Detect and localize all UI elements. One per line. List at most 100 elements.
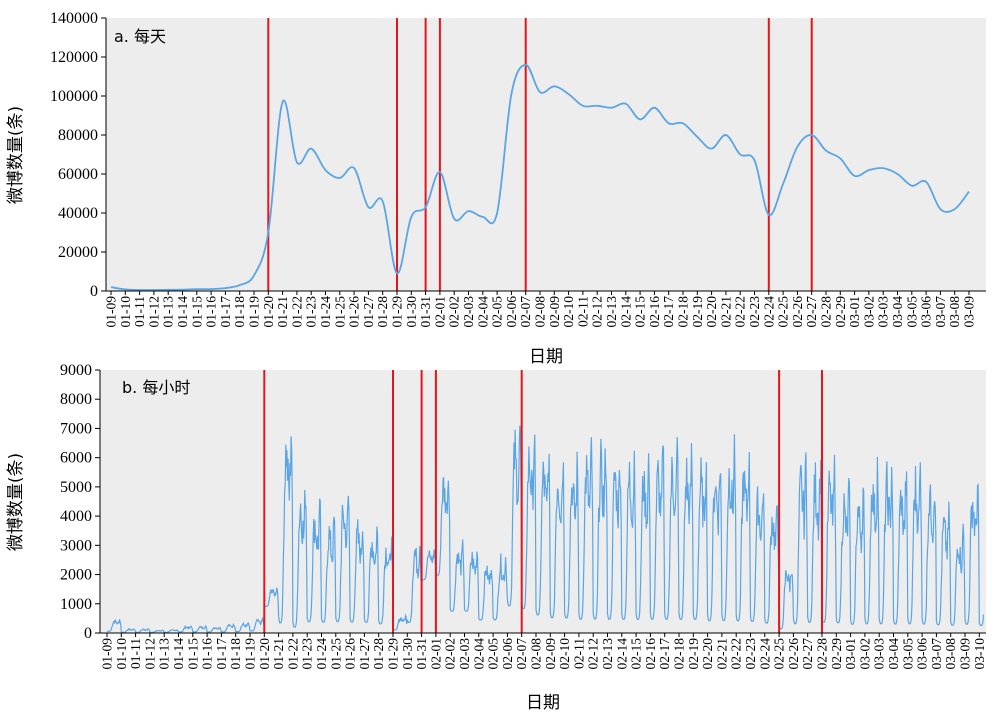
x-tick-label: 01-17 [218, 296, 233, 328]
x-tick-label: 01-11 [132, 296, 147, 327]
x-tick-label: 01-22 [289, 296, 304, 328]
x-tick-label: 03-01 [847, 296, 862, 328]
x-tick-label: 02-10 [561, 296, 576, 328]
x-tick-label: 03-07 [933, 296, 948, 328]
x-tick-label: 01-26 [347, 296, 362, 328]
x-tick-label: 02-08 [529, 638, 544, 670]
x-tick-label: 03-10 [972, 638, 987, 670]
x-tick-label: 02-21 [714, 638, 729, 670]
x-tick-label: 01-16 [200, 638, 215, 670]
x-tick-label: 02-15 [633, 296, 648, 328]
x-tick-label: 03-08 [943, 638, 958, 670]
x-tick-label: 02-20 [704, 296, 719, 328]
y-tick-label: 80000 [58, 127, 98, 144]
y-tick-label: 0 [84, 625, 92, 642]
x-tick-label: 02-29 [833, 296, 848, 328]
x-tick-label: 01-17 [214, 638, 229, 670]
x-tick-label: 01-19 [243, 638, 258, 670]
panel-a-plot-area [106, 18, 986, 291]
x-tick-label: 02-29 [829, 638, 844, 670]
x-tick-label: 03-06 [915, 638, 930, 670]
panel-a-y-title: 微博数量(条) [6, 106, 26, 204]
x-tick-label: 02-14 [618, 296, 633, 328]
x-tick-label: 02-07 [518, 296, 533, 328]
y-tick-label: 2000 [60, 567, 92, 584]
x-tick-label: 02-04 [471, 638, 486, 670]
x-tick-label: 01-15 [189, 296, 204, 328]
x-tick-label: 02-05 [490, 296, 505, 328]
panel-a-x-ticks: 01-09 01-10 01-11 01-12 01-13 01-14 01-15 01-16… [104, 291, 977, 328]
x-tick-label: 01-29 [386, 638, 401, 670]
x-tick-label: 01-29 [390, 296, 405, 328]
x-tick-label: 01-27 [357, 638, 372, 670]
y-tick-label: 6000 [60, 450, 92, 467]
x-tick-label: 02-03 [461, 296, 476, 328]
x-tick-label: 01-10 [118, 296, 133, 328]
x-tick-label: 01-10 [114, 638, 129, 670]
x-tick-label: 02-13 [600, 638, 615, 670]
x-tick-label: 03-07 [929, 638, 944, 670]
x-tick-label: 01-15 [185, 638, 200, 670]
x-tick-label: 02-16 [647, 296, 662, 328]
panel-b-y-ticks: 0 1000 2000 3000 4000 5000 6000 7000 8000 9000 [60, 362, 100, 642]
x-tick-label: 02-09 [547, 296, 562, 328]
x-tick-label: 01-24 [314, 638, 329, 670]
panel-a-event-lines [267, 18, 813, 291]
x-tick-label: 01-25 [328, 638, 343, 670]
x-tick-label: 02-28 [819, 296, 834, 328]
x-tick-label: 02-16 [643, 638, 658, 670]
x-tick-label: 01-28 [371, 638, 386, 670]
x-tick-label: 02-22 [729, 638, 744, 670]
x-tick-label: 01-30 [400, 638, 415, 670]
x-tick-label: 03-06 [919, 296, 934, 328]
x-tick-label: 02-12 [590, 296, 605, 328]
x-tick-label: 02-02 [447, 296, 462, 328]
x-tick-label: 03-09 [958, 638, 973, 670]
x-tick-label: 01-18 [228, 638, 243, 670]
x-tick-label: 01-21 [275, 296, 290, 328]
panel-b-x-ticks: 01-09 01-10 01-11 01-12 01-13 01-14 01-15 01-16… [100, 633, 987, 670]
x-tick-label: 03-08 [947, 296, 962, 328]
y-tick-label: 9000 [60, 362, 92, 379]
x-tick-label: 02-17 [661, 296, 676, 328]
x-tick-label: 02-22 [733, 296, 748, 328]
x-tick-label: 01-09 [104, 296, 119, 328]
x-tick-label: 01-11 [128, 638, 143, 669]
x-tick-label: 03-02 [857, 638, 872, 670]
x-tick-label: 02-11 [575, 296, 590, 327]
x-tick-label: 03-05 [904, 296, 919, 328]
x-tick-label: 01-22 [285, 638, 300, 670]
x-tick-label: 02-17 [657, 638, 672, 670]
y-tick-label: 5000 [60, 479, 92, 496]
x-tick-label: 02-04 [475, 296, 490, 328]
x-tick-label: 03-03 [876, 296, 891, 328]
x-tick-label: 02-24 [757, 638, 772, 670]
x-tick-label: 01-12 [146, 296, 161, 328]
x-tick-label: 02-19 [690, 296, 705, 328]
x-tick-label: 02-28 [815, 638, 830, 670]
y-tick-label: 20000 [58, 244, 98, 261]
x-tick-label: 02-13 [604, 296, 619, 328]
x-tick-label: 02-25 [776, 296, 791, 328]
x-tick-label: 02-27 [800, 638, 815, 670]
x-tick-label: 02-18 [676, 296, 691, 328]
x-tick-label: 01-21 [271, 638, 286, 670]
panel-b-plot-area [100, 370, 986, 633]
y-tick-label: 140000 [50, 10, 98, 27]
x-tick-label: 02-11 [571, 638, 586, 669]
y-tick-label: 60000 [58, 166, 98, 183]
panel-a-x-title: 日期 [529, 347, 563, 367]
x-tick-label: 01-13 [161, 296, 176, 328]
x-tick-label: 02-05 [486, 638, 501, 670]
panel-b-y-title: 微博数量(条) [6, 453, 26, 551]
panel-a-y-ticks: 0 20000 40000 60000 80000 100000 120000 140000 [50, 10, 106, 300]
y-tick-label: 120000 [50, 49, 98, 66]
x-tick-label: 02-09 [543, 638, 558, 670]
y-tick-label: 3000 [60, 537, 92, 554]
x-tick-label: 02-21 [718, 296, 733, 328]
y-tick-label: 7000 [60, 420, 92, 437]
panel-b-label: b. 每小时 [122, 378, 190, 397]
panel-a-label: a. 每天 [114, 27, 166, 46]
y-tick-label: 40000 [58, 205, 98, 222]
